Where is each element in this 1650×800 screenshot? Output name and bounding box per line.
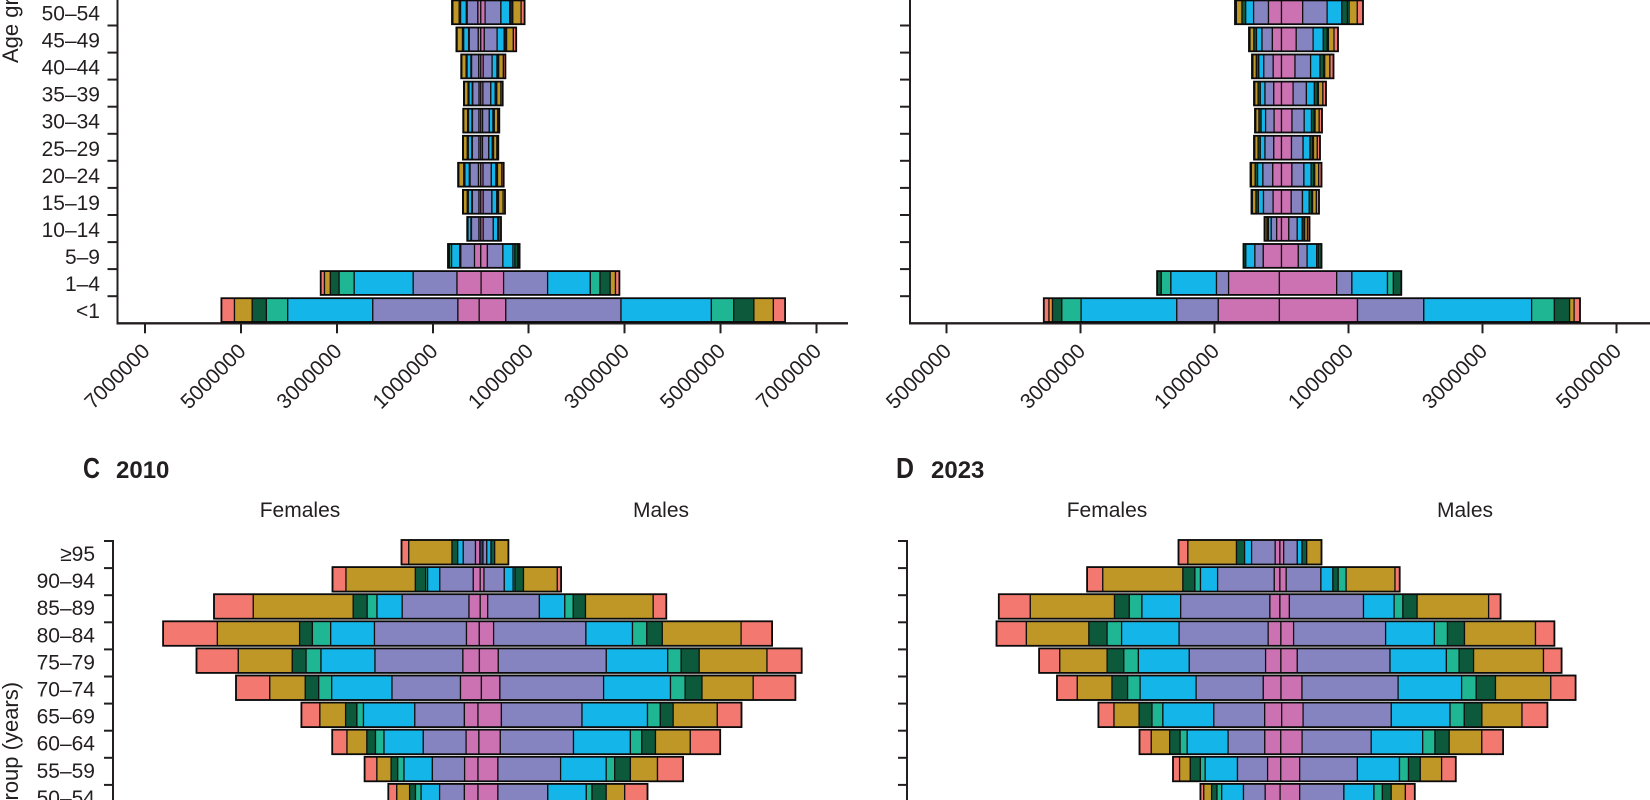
svg-text:75–79: 75–79 [37, 651, 95, 674]
svg-text:55–59: 55–59 [37, 760, 95, 783]
svg-text:50–54: 50–54 [42, 3, 101, 26]
svg-text:60–64: 60–64 [37, 733, 96, 756]
svg-text:≥95: ≥95 [60, 543, 95, 566]
svg-text:Males: Males [633, 499, 689, 522]
svg-text:15–19: 15–19 [42, 192, 100, 215]
svg-text:20–24: 20–24 [42, 165, 101, 188]
svg-text:D: D [896, 453, 914, 485]
svg-text:10–14: 10–14 [42, 219, 101, 242]
svg-text:C: C [83, 453, 100, 485]
svg-text:45–49: 45–49 [42, 30, 100, 53]
svg-text:2010: 2010 [116, 457, 169, 484]
svg-text:80–84: 80–84 [37, 624, 96, 647]
svg-text:90–94: 90–94 [37, 570, 96, 593]
svg-text:Females: Females [1067, 499, 1148, 522]
svg-text:Age group (years): Age group (years) [0, 682, 23, 800]
svg-text:65–69: 65–69 [37, 706, 95, 729]
svg-text:35–39: 35–39 [42, 84, 100, 107]
svg-text:40–44: 40–44 [42, 57, 101, 80]
svg-text:30–34: 30–34 [42, 111, 101, 134]
svg-text:Females: Females [260, 499, 341, 522]
svg-text:<1: <1 [76, 300, 100, 323]
svg-text:50–54: 50–54 [37, 787, 96, 800]
svg-text:85–89: 85–89 [37, 597, 95, 620]
svg-text:2023: 2023 [931, 457, 984, 484]
svg-text:1–4: 1–4 [65, 273, 100, 296]
svg-text:Males: Males [1437, 499, 1493, 522]
svg-text:70–74: 70–74 [37, 679, 96, 702]
svg-text:25–29: 25–29 [42, 138, 100, 161]
svg-text:Age group (years): Age group (years) [0, 0, 23, 63]
svg-text:5–9: 5–9 [65, 246, 100, 269]
